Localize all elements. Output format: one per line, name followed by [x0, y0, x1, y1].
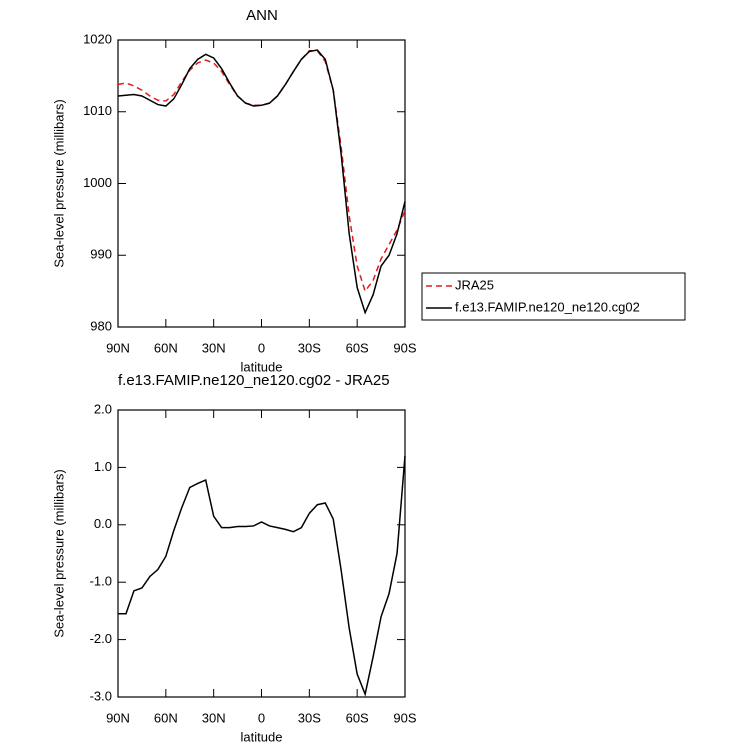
x-axis-label: latitude	[241, 729, 283, 744]
x-tick-label: 30S	[298, 340, 321, 355]
y-axis-label: Sea-level pressure (millibars)	[51, 99, 66, 267]
x-tick-label: 60S	[346, 340, 369, 355]
x-tick-label: 30N	[202, 710, 226, 725]
plot-frame	[117, 39, 406, 328]
x-tick-label: 0	[258, 710, 265, 725]
chart-title: ANN	[246, 7, 278, 24]
legend-label: JRA25	[455, 277, 494, 292]
y-axis-label: Sea-level pressure (millibars)	[51, 469, 66, 637]
y-tick-label: 980	[90, 318, 112, 333]
data-line	[118, 455, 406, 697]
legend-label: f.e13.FAMIP.ne120_ne120.cg02	[455, 299, 640, 314]
y-tick-label: -3.0	[90, 688, 112, 703]
x-tick-label: 60S	[346, 710, 369, 725]
x-tick-label: 60N	[154, 340, 178, 355]
x-tick-label: 90N	[106, 340, 130, 355]
x-axis-label: latitude	[241, 359, 283, 374]
y-tick-label: 1.0	[94, 459, 112, 474]
chart-title: f.e13.FAMIP.ne120_ne120.cg02 - JRA25	[118, 372, 390, 389]
x-tick-label: 90S	[393, 340, 416, 355]
x-tick-label: 0	[258, 340, 265, 355]
x-tick-label: 30S	[298, 710, 321, 725]
y-tick-label: 990	[90, 247, 112, 262]
y-tick-label: 1010	[83, 103, 112, 118]
x-tick-label: 90N	[106, 710, 130, 725]
x-tick-label: 30N	[202, 340, 226, 355]
plot-frame	[117, 409, 406, 698]
y-tick-label: 1020	[83, 31, 112, 46]
legend-box	[421, 272, 686, 321]
x-tick-label: 90S	[393, 710, 416, 725]
y-tick-label: -1.0	[90, 574, 112, 589]
data-line	[117, 49, 406, 315]
y-tick-label: 1000	[83, 175, 112, 190]
data-line	[117, 50, 406, 293]
y-tick-label: 0.0	[94, 516, 112, 531]
y-tick-label: 2.0	[94, 401, 112, 416]
y-tick-label: -2.0	[90, 631, 112, 646]
x-tick-label: 60N	[154, 710, 178, 725]
legend: JRA25 f.e13.FAMIP.ne120_ne120.cg02	[421, 272, 686, 321]
